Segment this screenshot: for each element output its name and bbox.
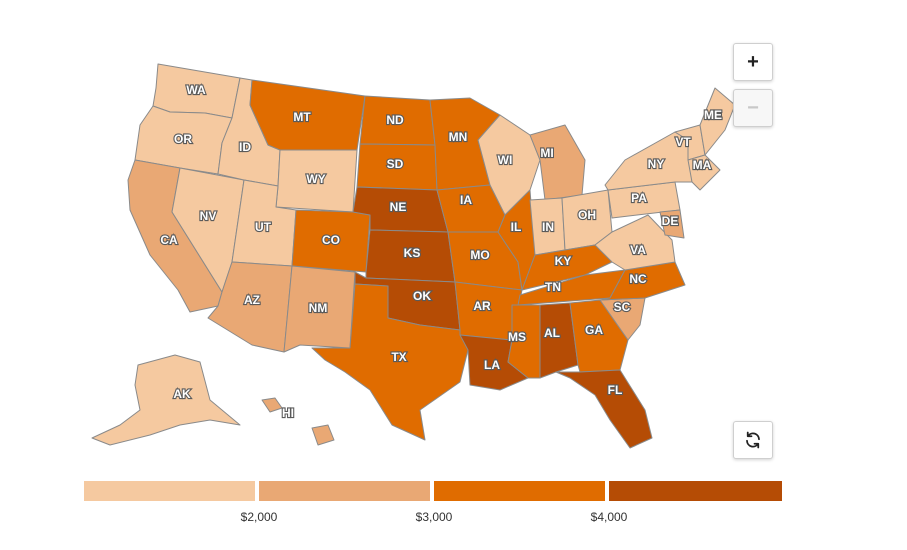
state-label-UT: UT bbox=[255, 220, 272, 234]
state-label-WY: WY bbox=[306, 172, 325, 186]
legend-bin-1 bbox=[84, 481, 255, 501]
legend-bin-3 bbox=[434, 481, 605, 501]
state-ME[interactable] bbox=[699, 87, 736, 156]
state-label-NC: NC bbox=[629, 272, 647, 286]
state-label-OK: OK bbox=[413, 289, 431, 303]
state-label-GA: GA bbox=[585, 323, 603, 337]
state-VA[interactable] bbox=[594, 214, 676, 271]
state-AL[interactable] bbox=[539, 302, 579, 379]
color-legend: $2,000 $3,000 $4,000 bbox=[84, 481, 782, 524]
state-AK[interactable] bbox=[91, 354, 241, 446]
state-label-ND: ND bbox=[386, 113, 404, 127]
state-HI[interactable] bbox=[261, 397, 283, 413]
state-label-MS: MS bbox=[508, 330, 526, 344]
state-CO[interactable] bbox=[291, 209, 371, 273]
zoom-out-button[interactable]: − bbox=[733, 89, 773, 127]
state-label-NM: NM bbox=[309, 301, 328, 315]
state-label-MT: MT bbox=[293, 110, 311, 124]
legend-tick-3000: $3,000 bbox=[415, 510, 453, 524]
state-label-NY: NY bbox=[648, 157, 665, 171]
state-label-IA: IA bbox=[460, 193, 472, 207]
refresh-icon bbox=[746, 431, 760, 449]
state-label-VT: VT bbox=[675, 135, 691, 149]
state-label-MO: MO bbox=[470, 248, 489, 262]
legend-bin-4 bbox=[609, 481, 782, 501]
state-label-OR: OR bbox=[174, 132, 192, 146]
state-label-KY: KY bbox=[555, 254, 572, 268]
state-label-LA: LA bbox=[484, 358, 500, 372]
state-HI-island[interactable] bbox=[311, 424, 335, 446]
state-label-TX: TX bbox=[391, 350, 406, 364]
state-label-SD: SD bbox=[387, 157, 404, 171]
state-label-OH: OH bbox=[578, 208, 596, 222]
state-label-IN: IN bbox=[542, 220, 554, 234]
state-label-VA: VA bbox=[630, 243, 646, 257]
state-label-IL: IL bbox=[511, 220, 522, 234]
state-TX[interactable] bbox=[311, 283, 469, 441]
state-label-ID: ID bbox=[239, 140, 251, 154]
state-label-AK: AK bbox=[173, 387, 191, 401]
state-label-NV: NV bbox=[200, 209, 217, 223]
state-label-ME: ME bbox=[704, 108, 722, 122]
state-label-DE: DE bbox=[662, 214, 679, 228]
state-label-HI: HI bbox=[282, 406, 294, 420]
state-label-NE: NE bbox=[390, 200, 407, 214]
state-label-AR: AR bbox=[473, 299, 491, 313]
state-label-WA: WA bbox=[186, 83, 206, 97]
us-choropleth-map[interactable]: WA OR CA NV ID MT WY UT AZ CO NM ND SD NE KS OK TX MN IA MO… bbox=[0, 0, 907, 470]
state-DE[interactable] bbox=[659, 209, 685, 239]
state-label-MA: MA bbox=[693, 158, 712, 172]
state-WY[interactable] bbox=[275, 149, 358, 213]
state-label-FL: FL bbox=[608, 383, 623, 397]
zoom-in-button[interactable]: + bbox=[733, 43, 773, 81]
state-label-MN: MN bbox=[449, 130, 468, 144]
state-label-TN: TN bbox=[545, 280, 561, 294]
state-NM[interactable] bbox=[283, 265, 356, 353]
state-WI[interactable] bbox=[477, 114, 541, 216]
reset-view-button[interactable] bbox=[733, 421, 773, 459]
state-MA[interactable] bbox=[687, 154, 721, 191]
state-FL[interactable] bbox=[555, 369, 653, 449]
state-label-MI: MI bbox=[540, 146, 553, 160]
map-canvas[interactable]: WA OR CA NV ID MT WY UT AZ CO NM ND SD NE KS OK TX MN IA MO… bbox=[0, 0, 907, 470]
state-label-PA: PA bbox=[631, 191, 647, 205]
state-label-AL: AL bbox=[544, 326, 560, 340]
state-label-CO: CO bbox=[322, 233, 340, 247]
state-label-KS: KS bbox=[404, 246, 421, 260]
state-label-AZ: AZ bbox=[244, 293, 260, 307]
legend-bin-2 bbox=[259, 481, 430, 501]
legend-tick-4000: $4,000 bbox=[590, 510, 628, 524]
legend-tick-2000: $2,000 bbox=[240, 510, 278, 524]
state-label-WI: WI bbox=[498, 153, 513, 167]
state-label-CA: CA bbox=[160, 233, 178, 247]
state-label-SC: SC bbox=[614, 300, 631, 314]
